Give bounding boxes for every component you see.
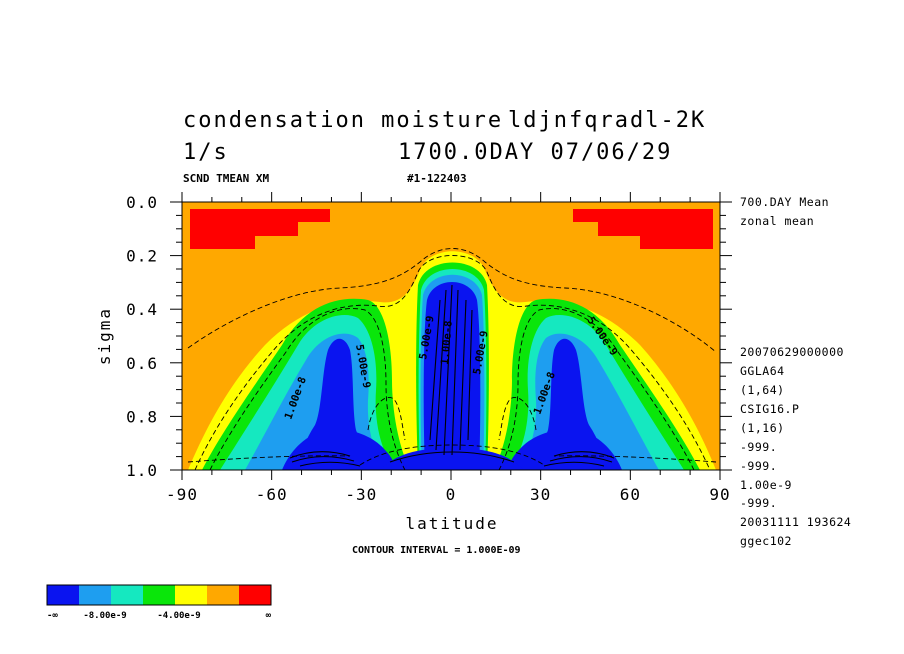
legend-swatch: [111, 585, 143, 605]
legend-swatch: [79, 585, 111, 605]
y-tick-label: 0.4: [126, 300, 158, 319]
band-red-right: [573, 209, 713, 249]
legend-label: -4.00e-9: [157, 611, 200, 621]
side-info-1: zonal mean: [740, 214, 815, 228]
contour-lines: [187, 248, 717, 470]
side-info-10: -999.: [740, 496, 778, 510]
x-tick-label: 30: [530, 485, 551, 504]
side-info-11: 20031111 193624: [740, 515, 852, 529]
contour-interval-label: CONTOUR INTERVAL = 1.000E-09: [352, 545, 521, 556]
x-tick-label: 90: [709, 485, 730, 504]
legend-swatch: [239, 585, 271, 605]
legend-swatch: [175, 585, 207, 605]
y-tick-label: 1.0: [126, 461, 158, 480]
axes-layer: -90 -60 -30 0 30 60 90 0.0 0.2 0.4 0.6 0.8 1.0: [126, 192, 732, 504]
title-line2-right: 1700.0DAY 07/06/29: [398, 140, 673, 165]
y-axis-title: sigma: [95, 307, 114, 365]
contour-label-3: 1.00e-8: [439, 320, 455, 365]
legend-swatch: [47, 585, 79, 605]
legend-swatch: [143, 585, 175, 605]
title-line2-left: 1/s: [183, 140, 229, 165]
band-blue-right-base: [509, 429, 622, 470]
legend-colorbar: -∞ -8.00e-9 -4.00e-9 ∞: [46, 584, 272, 621]
subtitle-left: SCND TMEAN XM: [183, 172, 270, 185]
title-line1-right: ldjnfqradl-2K: [508, 108, 707, 133]
y-tick-label: 0.8: [126, 407, 158, 426]
x-tick-label: -90: [166, 485, 198, 504]
legend-label: ∞: [266, 611, 272, 621]
side-info-4: (1,64): [740, 383, 785, 397]
band-red-left: [190, 209, 330, 249]
side-info-7: -999.: [740, 440, 778, 454]
legend-swatch: [207, 585, 239, 605]
legend-label: -8.00e-9: [83, 611, 126, 621]
band-blue-center-base: [380, 448, 524, 470]
side-info-0: 700.DAY Mean: [740, 195, 830, 209]
x-axis-title: latitude: [405, 514, 498, 533]
x-tick-label: 0: [446, 485, 457, 504]
side-info-3: GGLA64: [740, 364, 785, 378]
title-line1-left: condensation moisture: [183, 108, 504, 133]
side-info-9: 1.00e-9: [740, 478, 792, 492]
side-info-5: CSIG16.P: [740, 402, 800, 416]
side-info-6: (1,16): [740, 421, 785, 435]
side-info-2: 20070629000000: [740, 345, 844, 359]
contour-fill-layer: [182, 202, 720, 470]
side-info-8: -999.: [740, 459, 778, 473]
x-tick-label: 60: [620, 485, 641, 504]
band-blue-left-base: [282, 429, 395, 470]
y-tick-label: 0.2: [126, 247, 158, 266]
x-tick-label: -30: [345, 485, 377, 504]
legend-frame: [46, 584, 272, 606]
legend-label: -∞: [47, 611, 58, 621]
subtitle-right: #1-122403: [407, 172, 467, 185]
y-tick-label: 0.0: [126, 193, 158, 212]
contour-lines-dense: [289, 284, 615, 467]
y-tick-label: 0.6: [126, 354, 158, 373]
side-info-12: ggec102: [740, 534, 792, 548]
x-tick-label: -60: [256, 485, 288, 504]
